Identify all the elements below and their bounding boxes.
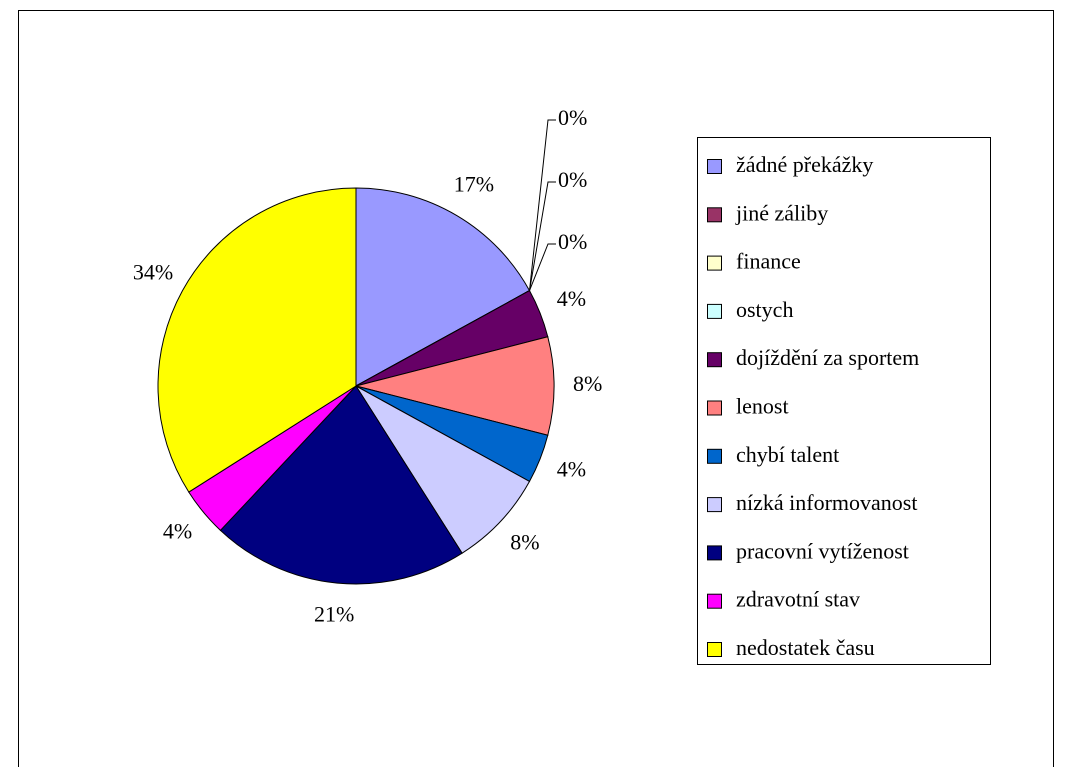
data-label: 4% — [557, 286, 586, 311]
legend-swatch — [707, 207, 722, 223]
legend-label: finance — [736, 249, 801, 274]
legend-label: nedostatek času — [736, 635, 875, 660]
legend-swatch — [707, 497, 722, 513]
legend-swatch — [707, 593, 722, 609]
legend-box — [697, 137, 991, 665]
data-label: 0% — [558, 229, 587, 254]
legend-label: zdravotní stav — [736, 587, 860, 612]
pie-slice — [157, 187, 357, 493]
data-label: 8% — [573, 371, 602, 396]
data-label: 0% — [558, 105, 587, 130]
legend-swatch — [707, 545, 722, 561]
legend-label: pracovní vytíženost — [736, 538, 909, 563]
data-label: 0% — [558, 167, 587, 192]
legend-swatch — [707, 159, 722, 174]
data-label: 34% — [133, 259, 173, 284]
pie-slice — [219, 385, 463, 585]
legend-label: lenost — [736, 394, 789, 419]
data-label: 8% — [510, 530, 539, 555]
legend-swatch — [707, 400, 722, 416]
leader-line — [529, 243, 556, 291]
legend-label: žádné překážky — [736, 152, 873, 177]
pie-slice — [355, 187, 531, 387]
legend-label: ostych — [736, 297, 793, 322]
legend-swatch — [707, 642, 722, 657]
data-label: 4% — [163, 519, 192, 544]
leader-line — [529, 181, 556, 291]
data-label: 17% — [454, 172, 494, 197]
legend-label: chybí talent — [736, 442, 839, 467]
legend-swatch — [707, 303, 722, 319]
pie-slice — [355, 385, 531, 554]
legend-label: nízká informovanost — [736, 490, 917, 515]
legend-swatch — [707, 255, 722, 271]
legend-swatch — [707, 352, 722, 368]
legend-label: dojíždění za sportem — [736, 345, 919, 370]
data-label: 21% — [314, 602, 354, 627]
data-label: 4% — [557, 456, 586, 481]
legend-swatch — [707, 448, 722, 464]
legend-label: jiné záliby — [735, 200, 828, 225]
pie-slice — [355, 336, 555, 436]
leader-line — [529, 119, 556, 291]
